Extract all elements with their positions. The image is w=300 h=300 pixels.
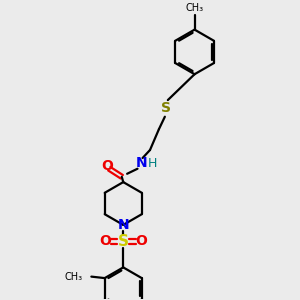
Text: CH₃: CH₃ xyxy=(65,272,83,282)
Text: H: H xyxy=(148,157,157,170)
Text: O: O xyxy=(101,159,113,173)
Text: O: O xyxy=(99,234,111,248)
Text: N: N xyxy=(135,156,147,170)
Text: S: S xyxy=(118,234,129,249)
Text: O: O xyxy=(136,234,148,248)
Text: CH₃: CH₃ xyxy=(185,3,204,13)
Text: N: N xyxy=(117,218,129,232)
Text: S: S xyxy=(161,101,171,116)
